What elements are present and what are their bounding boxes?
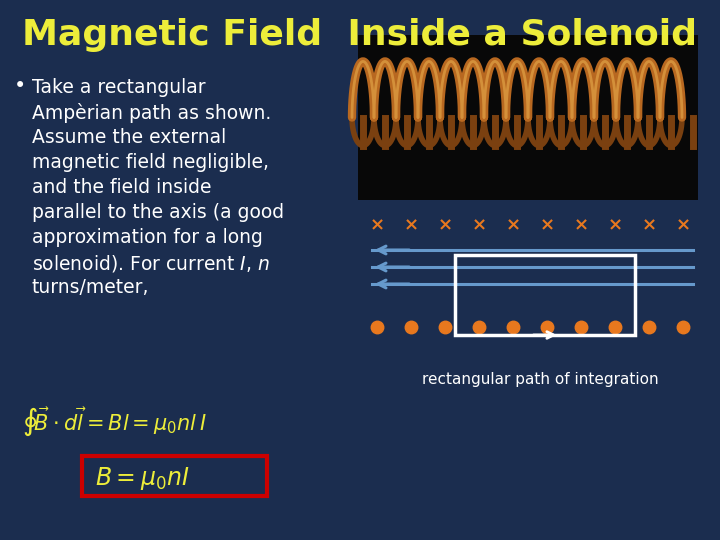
Text: ×: ×	[539, 216, 554, 234]
Text: Magnetic Field  Inside a Solenoid: Magnetic Field Inside a Solenoid	[22, 18, 698, 52]
Text: turns/meter,: turns/meter,	[32, 278, 150, 297]
Text: ×: ×	[403, 216, 418, 234]
Text: rectangular path of integration: rectangular path of integration	[422, 372, 658, 387]
Text: solenoid). For current $I$, $n$: solenoid). For current $I$, $n$	[32, 253, 270, 274]
Text: ×: ×	[608, 216, 623, 234]
Text: Assume the external: Assume the external	[32, 128, 226, 147]
Text: ×: ×	[573, 216, 588, 234]
Text: $\oint \!\vec{B} \cdot d\vec{l} = Bl = \mu_0 n l\, I$: $\oint \!\vec{B} \cdot d\vec{l} = Bl = \…	[22, 406, 207, 438]
Text: magnetic field negligible,: magnetic field negligible,	[32, 153, 269, 172]
Text: ×: ×	[438, 216, 453, 234]
Text: parallel to the axis (a good: parallel to the axis (a good	[32, 203, 284, 222]
Bar	[455, 255, 635, 335]
Text: ×: ×	[675, 216, 690, 234]
Text: Take a rectangular: Take a rectangular	[32, 78, 206, 97]
Text: $B = \mu_0 nI$: $B = \mu_0 nI$	[95, 464, 190, 491]
Text: ×: ×	[369, 216, 384, 234]
Text: ×: ×	[472, 216, 487, 234]
Text: Ampèrian path as shown.: Ampèrian path as shown.	[32, 103, 271, 123]
Text: approximation for a long: approximation for a long	[32, 228, 263, 247]
Text: and the field inside: and the field inside	[32, 178, 212, 197]
Text: ×: ×	[505, 216, 521, 234]
Bar	[358, 35, 698, 200]
Text: •: •	[14, 76, 26, 96]
Text: ×: ×	[642, 216, 657, 234]
